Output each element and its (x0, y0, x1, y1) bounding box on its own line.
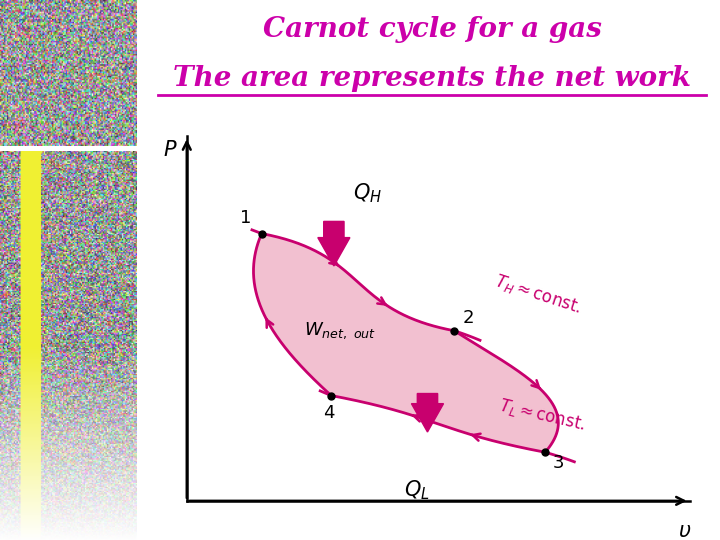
Text: The area represents the net work: The area represents the net work (173, 65, 691, 92)
Text: $\upsilon$: $\upsilon$ (678, 521, 691, 540)
FancyArrow shape (318, 221, 350, 266)
Text: $W_{\mathit{net,\ out}}$: $W_{\mathit{net,\ out}}$ (305, 320, 377, 341)
Polygon shape (253, 233, 558, 453)
Text: $T_H\approx\mathrm{const.}$: $T_H\approx\mathrm{const.}$ (492, 271, 584, 318)
Text: 3: 3 (553, 454, 564, 472)
Text: $Q_H$: $Q_H$ (353, 181, 382, 205)
Text: 4: 4 (323, 404, 334, 422)
Text: P: P (163, 140, 176, 160)
Text: Carnot cycle for a gas: Carnot cycle for a gas (263, 16, 601, 43)
Text: $T_L\approx\mathrm{const.}$: $T_L\approx\mathrm{const.}$ (497, 396, 588, 435)
Text: 1: 1 (240, 210, 251, 227)
Text: $Q_L$: $Q_L$ (404, 478, 430, 502)
FancyArrow shape (411, 394, 444, 432)
Text: 2: 2 (462, 309, 474, 327)
